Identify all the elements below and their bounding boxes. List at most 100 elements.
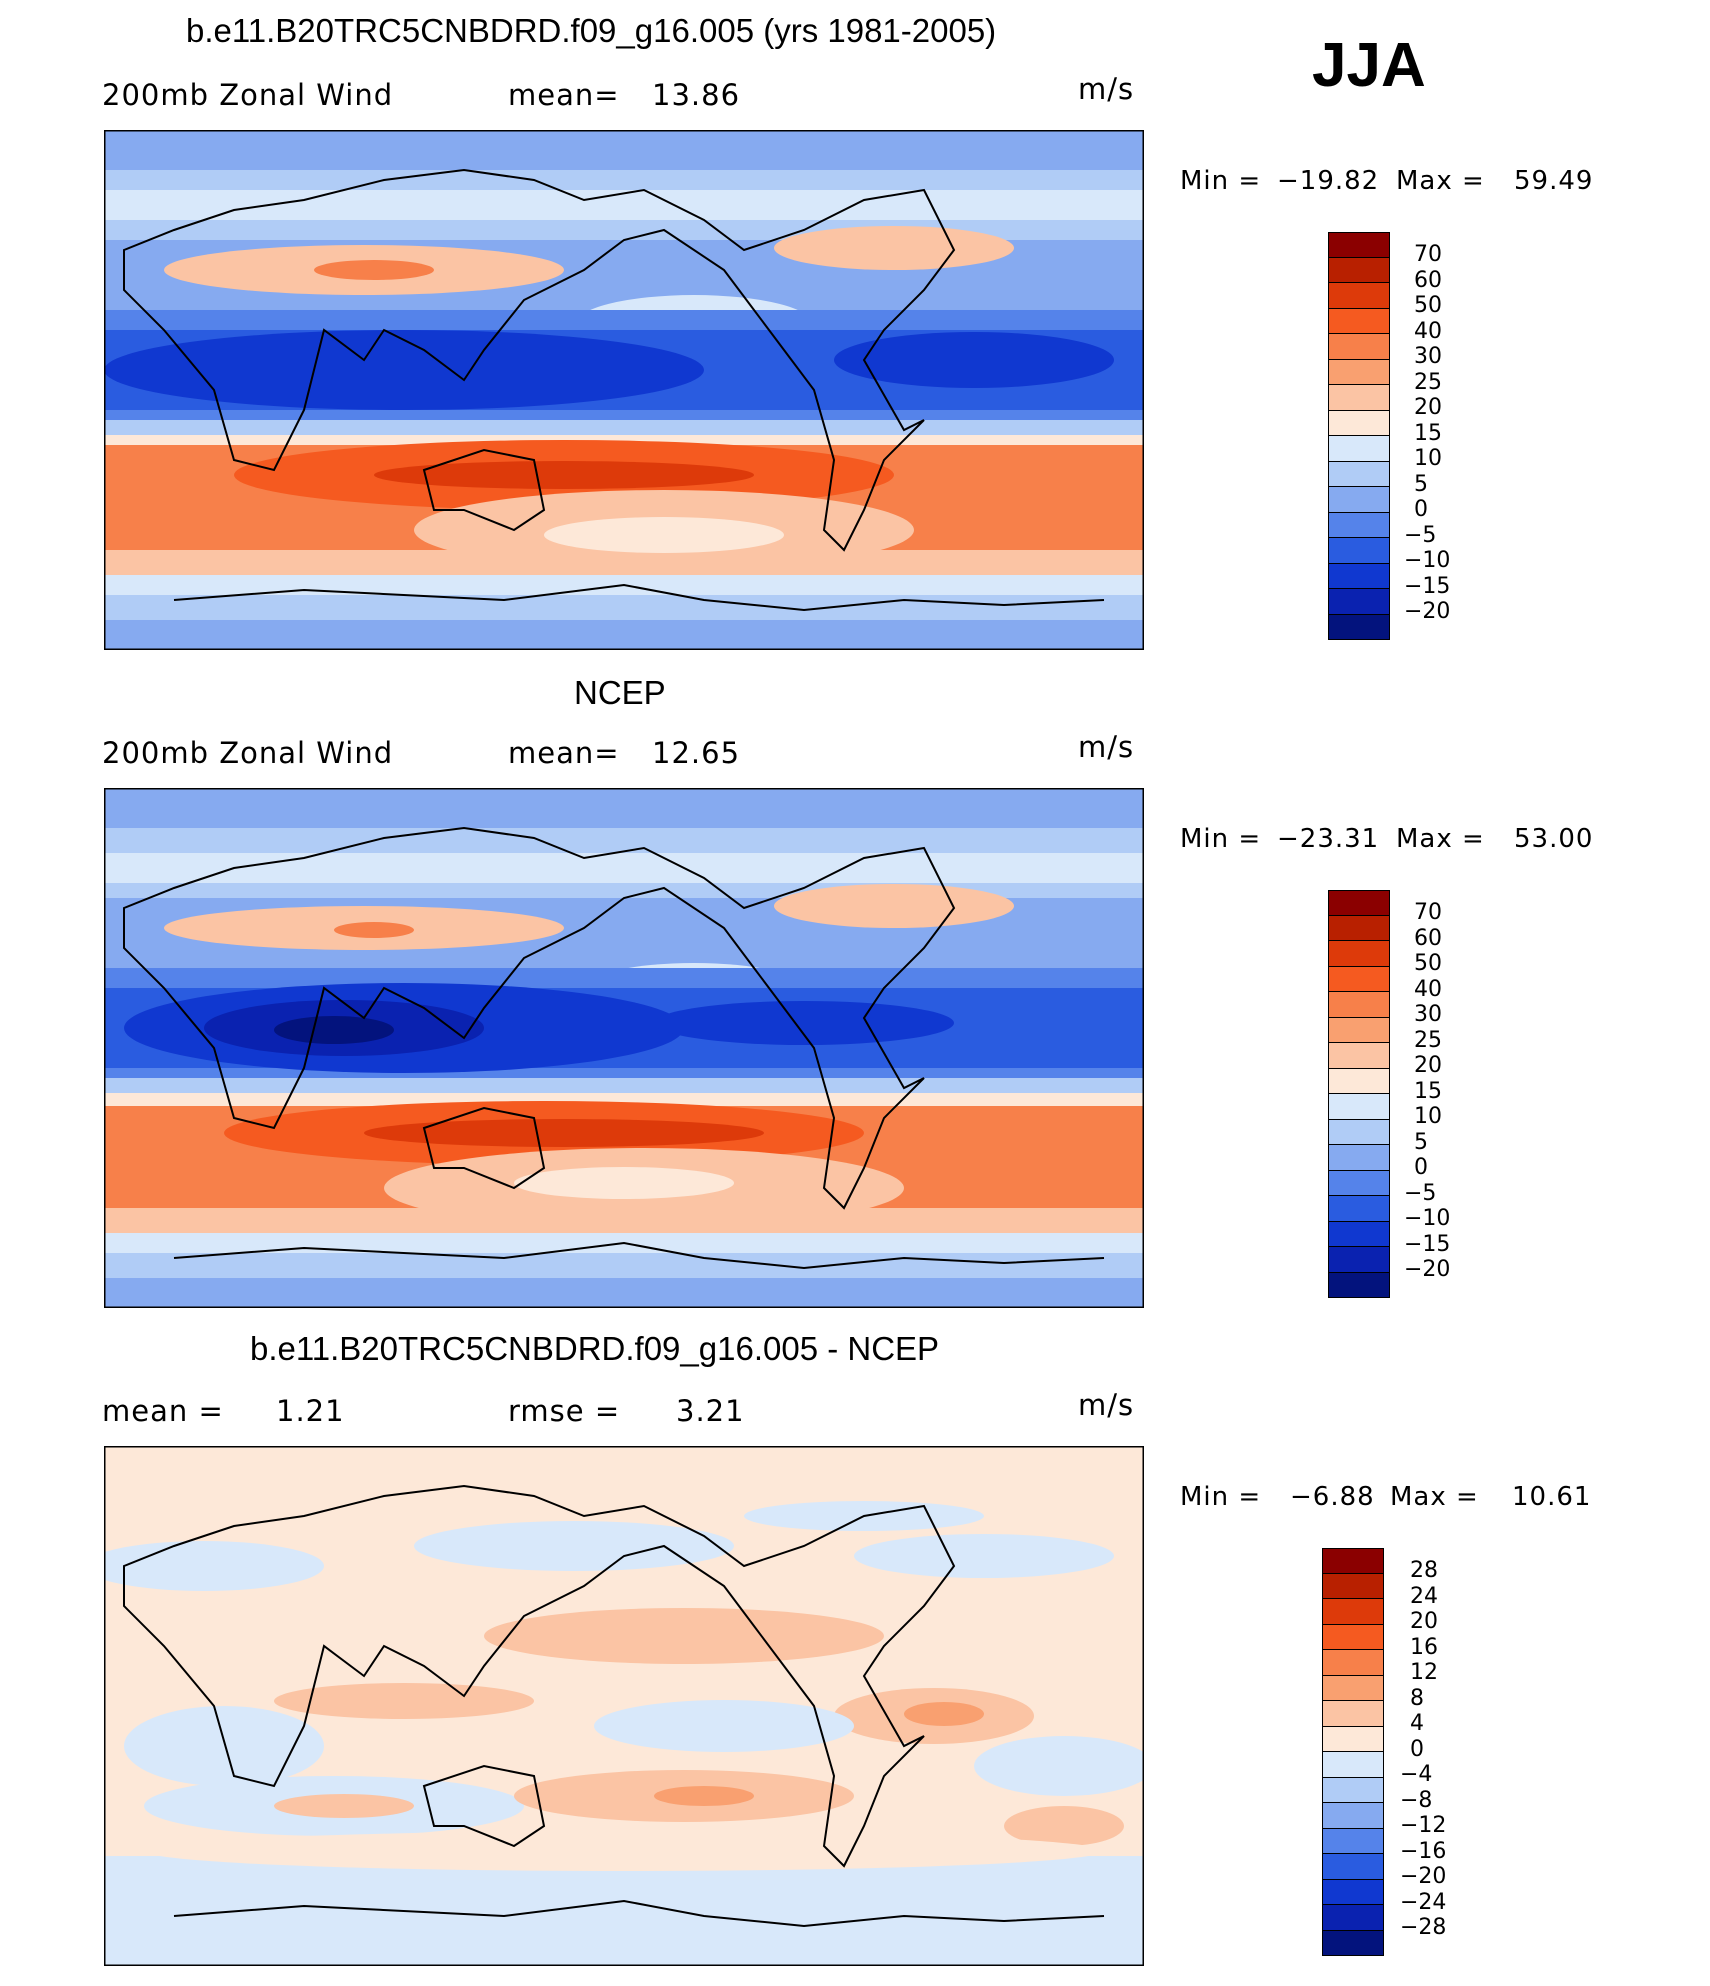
colorbar-tick-label: 10 [1414,1104,1442,1129]
colorbar-swatch [1328,232,1390,258]
colorbar-swatch [1328,1247,1390,1273]
colorbar-tick-label: −10 [1404,548,1451,573]
panel1-units: m/s [1078,72,1135,106]
panel2-variable-label: 200mb Zonal Wind [102,736,394,770]
colorbar-swatch [1322,1726,1384,1752]
colorbar-tick-label: −24 [1400,1889,1447,1915]
colorbar-swatch [1328,890,1390,916]
colorbar-swatch [1328,1196,1390,1222]
colorbar-swatch [1328,436,1390,462]
colorbar-tick-label: 20 [1414,395,1442,420]
panel2-mean-label: mean= [508,736,620,770]
panel2-max-label: Max = [1396,824,1485,854]
panel1-map [104,130,1144,650]
colorbar-tick-label: 4 [1410,1711,1424,1736]
panel3-rmse-label: rmse = [508,1394,621,1428]
colorbar-swatch [1328,1170,1390,1196]
colorbar-swatch [1328,257,1390,283]
colorbar-swatch [1328,487,1390,513]
colorbar-tick-label: −4 [1400,1762,1433,1787]
colorbar-swatch [1322,1752,1384,1778]
panel3-title: b.e11.B20TRC5CNBDRD.f09_g16.005 - NCEP [250,1330,940,1367]
colorbar-swatch [1322,1905,1384,1931]
colorbar-tick-label: −20 [1404,599,1451,624]
panel2-colorbar [1328,890,1390,1298]
panel2-max-value: 53.00 [1514,824,1594,854]
colorbar-tick-label: 0 [1414,1155,1428,1180]
colorbar-tick-label: −5 [1404,1180,1437,1206]
colorbar-tick-label: 70 [1414,900,1442,925]
colorbar-tick-label: 30 [1414,1002,1442,1027]
colorbar-tick-label: −12 [1400,1813,1447,1838]
panel1-max-label: Max = [1396,166,1485,196]
colorbar-swatch [1322,1701,1384,1727]
colorbar-swatch [1328,614,1390,640]
colorbar-tick-label: 50 [1414,951,1442,976]
panel1-max-value: 59.49 [1514,166,1594,196]
colorbar-swatch [1328,1043,1390,1069]
panel3-min-value: −6.88 [1290,1482,1375,1512]
colorbar-tick-label: 10 [1414,446,1442,471]
colorbar-swatch [1328,359,1390,385]
colorbar-tick-label: −20 [1404,1257,1451,1282]
colorbar-tick-label: 0 [1410,1736,1424,1762]
colorbar-swatch [1328,563,1390,589]
colorbar-tick-label: 20 [1410,1609,1438,1634]
panel3-max-label: Max = [1390,1482,1479,1512]
colorbar-tick-label: −15 [1404,1231,1451,1257]
panel1-mean-label: mean= [508,78,620,112]
colorbar-tick-label: 5 [1414,1129,1428,1155]
colorbar-tick-label: −5 [1404,522,1437,548]
panel2-mean-value: 12.65 [652,736,741,770]
panel1-variable-label: 200mb Zonal Wind [102,78,394,112]
colorbar-swatch [1328,1145,1390,1171]
colorbar-tick-label: −10 [1404,1206,1451,1231]
colorbar-tick-label: −8 [1400,1787,1433,1813]
colorbar-swatch [1328,512,1390,538]
panel2-min-label: Min = [1180,824,1262,854]
colorbar-tick-label: 40 [1414,976,1442,1002]
colorbar-swatch [1328,992,1390,1018]
panel3-min-label: Min = [1180,1482,1262,1512]
colorbar-tick-label: 12 [1410,1660,1438,1685]
colorbar-swatch [1328,1017,1390,1043]
colorbar-tick-label: 40 [1414,318,1442,344]
colorbar-tick-label: 24 [1410,1583,1438,1609]
colorbar-tick-label: 50 [1414,293,1442,318]
colorbar-tick-label: 30 [1414,344,1442,369]
colorbar-swatch [1328,1068,1390,1094]
panel1-min-value: −19.82 [1277,166,1380,196]
colorbar-swatch [1322,1573,1384,1599]
season-label: JJA [1312,31,1426,100]
panel2-title: NCEP [574,674,666,711]
colorbar-tick-label: 15 [1414,420,1442,446]
colorbar-swatch [1322,1675,1384,1701]
colorbar-tick-label: 70 [1414,242,1442,267]
colorbar-tick-label: 8 [1410,1685,1424,1711]
colorbar-swatch [1322,1930,1384,1956]
colorbar-swatch [1322,1828,1384,1854]
colorbar-tick-label: 25 [1414,1027,1442,1053]
colorbar-swatch [1328,1272,1390,1298]
colorbar-swatch [1328,308,1390,334]
colorbar-swatch [1328,385,1390,411]
colorbar-tick-label: 25 [1414,369,1442,395]
colorbar-swatch [1328,1094,1390,1120]
colorbar-swatch [1328,941,1390,967]
colorbar-tick-label: 16 [1410,1634,1438,1660]
colorbar-swatch [1328,915,1390,941]
panel3-mean-label: mean = [102,1394,224,1428]
colorbar-tick-label: −15 [1404,573,1451,599]
colorbar-swatch [1328,410,1390,436]
colorbar-swatch [1328,334,1390,360]
panel1-title: b.e11.B20TRC5CNBDRD.f09_g16.005 (yrs 198… [186,12,997,49]
panel3-max-value: 10.61 [1512,1482,1592,1512]
colorbar-tick-label: 28 [1410,1558,1438,1583]
colorbar-tick-label: 15 [1414,1078,1442,1104]
colorbar-swatch [1322,1879,1384,1905]
panel3-rmse-value: 3.21 [676,1394,745,1428]
colorbar-swatch [1328,589,1390,615]
colorbar-swatch [1328,1119,1390,1145]
panel1-mean-value: 13.86 [652,78,741,112]
colorbar-tick-label: 60 [1414,267,1442,293]
